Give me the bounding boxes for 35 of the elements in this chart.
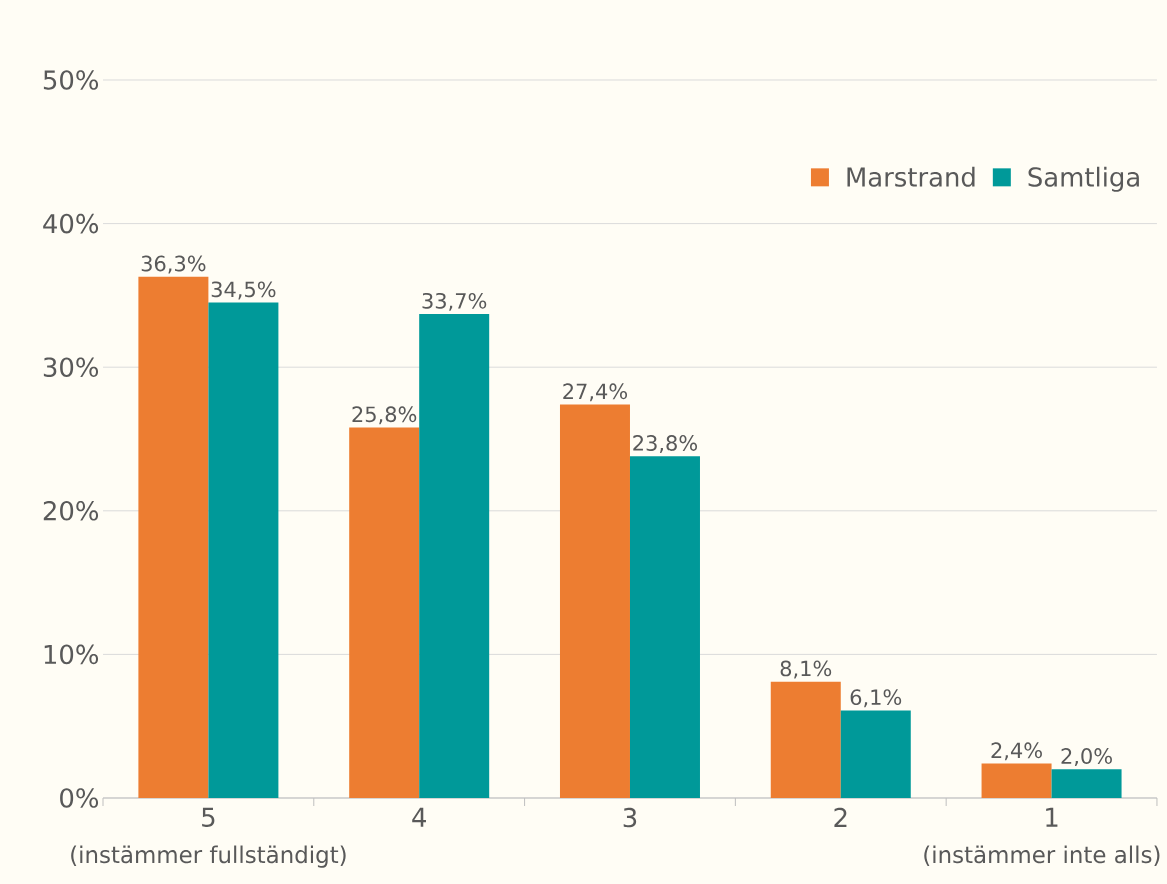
data-label: 6,1% [850,689,902,708]
data-label: 23,8% [633,435,698,454]
data-label: 33,7% [422,292,487,311]
x-tick-label: 3 [623,807,637,828]
bar [419,314,490,798]
bar [1051,769,1122,798]
legend-label: Samtliga [1028,166,1139,192]
x-tick-label: 5 [202,807,215,828]
data-label: 25,8% [352,406,417,425]
y-tick-label: 30% [43,357,99,377]
y-tick-label: 10% [44,644,99,665]
text: (instämmer fullständigt) [71,845,346,868]
bar [629,456,700,798]
bar [208,302,279,798]
bar [981,763,1052,798]
x-tick-label: 1 [1046,807,1058,827]
bar [559,404,630,798]
data-label: 34,5% [211,281,276,300]
x-tick-label: 2 [834,807,847,827]
data-label: 2,4% [991,742,1042,761]
bar [840,710,911,798]
bar [349,427,420,798]
y-tick-label: 50% [43,70,99,90]
x-tick-label: 4 [412,807,426,827]
bar [138,276,209,798]
data-label: 8,1% [780,660,832,679]
data-label: 27,4% [563,383,628,402]
data-label: 36,3% [141,255,206,274]
data-label: 2,0% [1061,748,1112,767]
legend-label: Marstrand [847,166,975,187]
y-tick-label: 0% [60,788,99,808]
y-tick-label: 20% [43,500,99,521]
text: (instämmer inte alls) [924,845,1160,866]
y-tick-label: 40% [43,213,99,234]
bar [770,681,841,798]
